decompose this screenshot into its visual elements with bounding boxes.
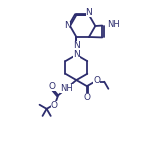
Text: N: N	[73, 41, 80, 50]
Text: N: N	[64, 22, 70, 31]
Text: O: O	[49, 82, 56, 91]
Text: NH: NH	[60, 84, 73, 93]
Text: O: O	[93, 76, 100, 85]
Text: NH: NH	[107, 20, 120, 29]
Text: O: O	[51, 101, 58, 110]
Text: N: N	[86, 8, 92, 17]
Text: O: O	[83, 93, 90, 102]
Text: N: N	[73, 50, 80, 59]
